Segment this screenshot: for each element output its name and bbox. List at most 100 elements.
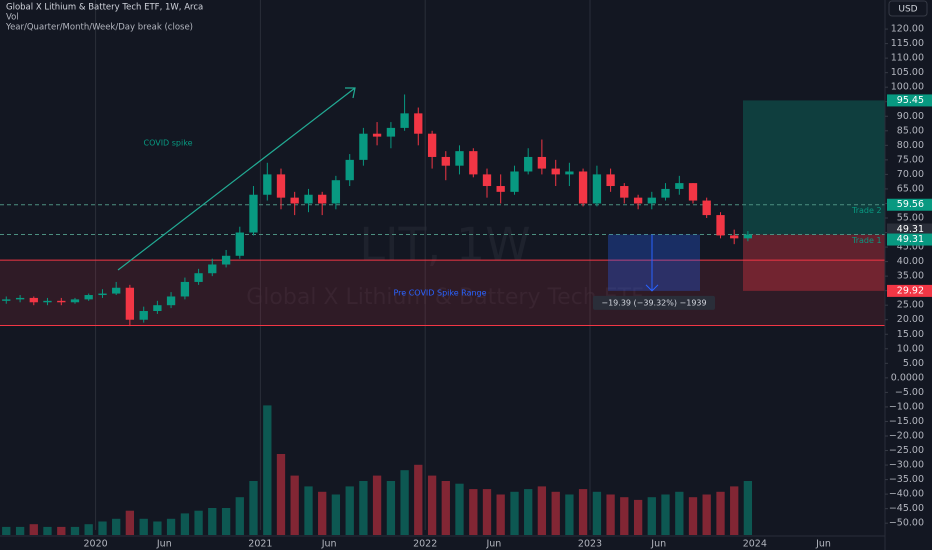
candle-body bbox=[263, 174, 272, 195]
candle-body bbox=[194, 273, 203, 282]
y-tick-label: 115.00 bbox=[891, 38, 924, 49]
candle-body bbox=[359, 133, 368, 160]
price-tag bbox=[887, 223, 932, 236]
candle-body bbox=[112, 287, 121, 294]
candle-body bbox=[139, 311, 148, 320]
candle-body bbox=[620, 186, 629, 198]
candle-body bbox=[153, 305, 162, 312]
volume-bar bbox=[15, 526, 25, 535]
volume-bar bbox=[510, 491, 519, 535]
candle-body bbox=[57, 300, 66, 303]
price-tag bbox=[887, 284, 932, 297]
volume-bar bbox=[537, 486, 547, 535]
x-tick-label: 2021 bbox=[248, 539, 272, 550]
volume-bar bbox=[263, 405, 272, 535]
candle-body bbox=[592, 174, 602, 204]
candle-body bbox=[688, 183, 698, 201]
y-tick-label: −25.00 bbox=[889, 445, 924, 456]
y-tick-label: −30.00 bbox=[889, 460, 924, 471]
candle-body bbox=[98, 293, 107, 296]
trend-arrowhead bbox=[345, 87, 356, 99]
candle-body bbox=[2, 299, 11, 301]
candle-body bbox=[496, 186, 505, 192]
price-tag bbox=[887, 94, 932, 107]
volume-bar bbox=[235, 497, 244, 535]
y-tick-label: −15.00 bbox=[889, 416, 924, 427]
volume-label: Vol bbox=[6, 13, 19, 23]
candle-body bbox=[578, 171, 588, 204]
candle-body bbox=[675, 183, 684, 189]
candle-body bbox=[84, 295, 93, 300]
y-tick-label: −50.00 bbox=[889, 518, 924, 529]
volume-bar bbox=[414, 464, 423, 535]
volume-bar bbox=[606, 494, 615, 535]
volume-bar bbox=[112, 518, 121, 535]
y-tick-label: 70.00 bbox=[897, 169, 924, 180]
x-tick-label: 2022 bbox=[413, 539, 437, 550]
candle-body bbox=[551, 168, 560, 175]
candle-body bbox=[647, 197, 656, 204]
candle-body bbox=[208, 264, 217, 274]
y-tick-label: 80.00 bbox=[897, 140, 924, 151]
candle-body bbox=[441, 156, 450, 166]
volume-bar bbox=[2, 526, 11, 535]
y-tick-label: 5.00 bbox=[903, 358, 924, 369]
volume-bar bbox=[318, 491, 327, 535]
volume-bar bbox=[125, 510, 135, 535]
volume-bar bbox=[578, 489, 588, 535]
candle-body bbox=[331, 180, 341, 204]
y-tick-label: 10.00 bbox=[897, 343, 924, 354]
x-tick-label: 2020 bbox=[83, 539, 107, 550]
y-tick-label: 100.00 bbox=[891, 82, 924, 93]
volume-bar bbox=[716, 491, 725, 535]
price-tag bbox=[887, 198, 932, 211]
price-tag-label: 59.56 bbox=[897, 199, 924, 210]
price-tag-label: 49.31 bbox=[897, 224, 924, 235]
y-tick-label: 35.00 bbox=[897, 271, 924, 282]
measure-label: −19.39 (−39.32%) −1939 bbox=[601, 298, 706, 307]
volume-bar bbox=[331, 494, 341, 535]
candle-body bbox=[304, 194, 313, 204]
x-tick-label: Jun bbox=[650, 539, 666, 550]
y-tick-label: 105.00 bbox=[891, 67, 924, 78]
volume-bar bbox=[469, 489, 478, 535]
volume-bar bbox=[743, 481, 753, 535]
target-zone bbox=[743, 100, 885, 235]
volume-bar bbox=[166, 518, 176, 535]
y-tick-label: −20.00 bbox=[889, 430, 924, 441]
volume-bar bbox=[194, 510, 203, 535]
candle-body bbox=[633, 197, 643, 204]
indicator-label: Year/Quarter/Month/Week/Day break (close… bbox=[5, 23, 193, 33]
candle-body bbox=[180, 281, 190, 297]
volume-bar bbox=[730, 486, 739, 535]
candle-body bbox=[386, 127, 396, 137]
volume-bar bbox=[84, 524, 93, 535]
candle-body bbox=[427, 133, 437, 157]
y-tick-label: −40.00 bbox=[889, 489, 924, 500]
price-axis bbox=[885, 0, 932, 550]
candle-body bbox=[290, 197, 299, 204]
candle-body bbox=[400, 113, 409, 128]
y-tick-label: 25.00 bbox=[897, 300, 924, 311]
x-tick-label: 2024 bbox=[743, 539, 767, 550]
volume-bar bbox=[43, 526, 52, 535]
volume-bar bbox=[180, 513, 190, 535]
x-tick-label: Jun bbox=[156, 539, 172, 550]
candle-body bbox=[702, 200, 711, 216]
candle-body bbox=[235, 232, 244, 256]
volume-bar bbox=[70, 526, 80, 535]
volume-bar bbox=[249, 481, 258, 535]
y-tick-label: −35.00 bbox=[889, 474, 924, 485]
candle-body bbox=[661, 188, 670, 198]
y-tick-label: 120.00 bbox=[891, 24, 924, 35]
candle-body bbox=[318, 194, 327, 204]
volume-bar bbox=[496, 494, 505, 535]
candle-body bbox=[249, 194, 258, 233]
volume-bar bbox=[29, 524, 38, 535]
volume-bar bbox=[153, 521, 162, 535]
volume-bar bbox=[98, 521, 107, 535]
stop-zone bbox=[743, 234, 885, 291]
candle-body bbox=[125, 287, 135, 320]
candle-body bbox=[510, 171, 519, 192]
